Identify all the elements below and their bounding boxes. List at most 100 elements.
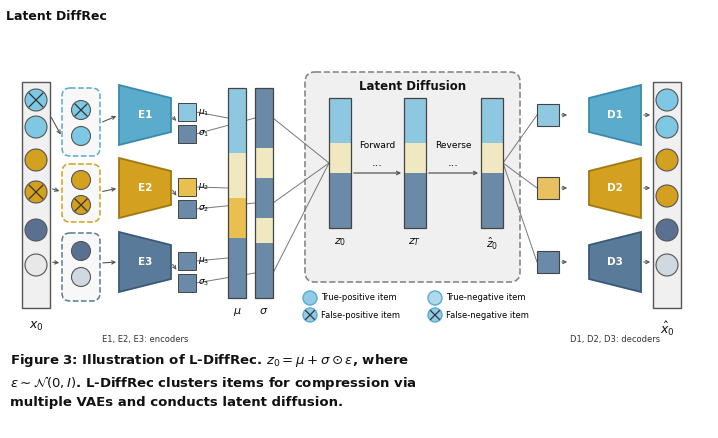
Text: $\mu_2$: $\mu_2$ <box>198 181 209 192</box>
Text: True-positive item: True-positive item <box>321 293 396 303</box>
Text: $\sigma$: $\sigma$ <box>259 306 269 316</box>
Bar <box>255 88 273 298</box>
Polygon shape <box>119 85 171 145</box>
Bar <box>255 148 273 178</box>
Text: $\hat{z}_0$: $\hat{z}_0$ <box>486 236 498 252</box>
Text: E3: E3 <box>138 257 152 267</box>
Text: $\epsilon \sim \mathcal{N}(0, I)$. L-DiffRec clusters items for compression via: $\epsilon \sim \mathcal{N}(0, I)$. L-Dif… <box>10 374 416 392</box>
Bar <box>178 200 196 218</box>
Polygon shape <box>589 85 641 145</box>
Text: D2: D2 <box>607 183 623 193</box>
FancyBboxPatch shape <box>305 72 520 282</box>
Text: $z_0$: $z_0$ <box>334 236 346 248</box>
Text: False-negative item: False-negative item <box>446 311 529 319</box>
Text: Figure 3: Illustration of L-DiffRec. $z_0 = \mu + \sigma \odot \epsilon$, where: Figure 3: Illustration of L-DiffRec. $z_… <box>10 352 409 369</box>
Bar <box>537 177 559 199</box>
Circle shape <box>656 116 678 138</box>
Text: Latent DiffRec: Latent DiffRec <box>6 10 107 23</box>
Text: ...: ... <box>372 158 383 168</box>
Text: E1, E2, E3: encoders: E1, E2, E3: encoders <box>102 335 188 344</box>
Text: Reverse: Reverse <box>435 141 472 149</box>
Polygon shape <box>589 158 641 218</box>
Polygon shape <box>119 232 171 292</box>
Bar <box>329 173 351 228</box>
Text: $\mu$: $\mu$ <box>233 306 241 318</box>
Bar <box>653 82 681 308</box>
Circle shape <box>656 149 678 171</box>
Bar <box>228 88 246 298</box>
Text: $\sigma_1$: $\sigma_1$ <box>198 129 209 139</box>
Circle shape <box>72 241 90 261</box>
Bar <box>404 143 426 173</box>
Circle shape <box>72 127 90 145</box>
Text: D3: D3 <box>607 257 623 267</box>
Bar <box>481 173 503 228</box>
Circle shape <box>656 219 678 241</box>
Circle shape <box>72 195 90 215</box>
Text: ...: ... <box>448 158 459 168</box>
FancyBboxPatch shape <box>62 88 100 156</box>
Text: Forward: Forward <box>360 141 396 149</box>
Bar <box>537 251 559 273</box>
Bar <box>404 173 426 228</box>
Text: D1: D1 <box>607 110 623 120</box>
Bar <box>178 125 196 143</box>
Circle shape <box>428 291 442 305</box>
Bar <box>178 178 196 196</box>
Bar <box>329 98 351 143</box>
Circle shape <box>25 254 47 276</box>
Bar <box>255 178 273 218</box>
Text: True-negative item: True-negative item <box>446 293 526 303</box>
Bar <box>329 98 351 228</box>
Circle shape <box>303 308 317 322</box>
Text: Latent Diffusion: Latent Diffusion <box>359 80 466 92</box>
FancyBboxPatch shape <box>62 164 100 222</box>
Bar <box>404 98 426 143</box>
Circle shape <box>25 149 47 171</box>
Bar <box>22 82 50 308</box>
Bar <box>228 153 246 198</box>
Bar <box>481 98 503 228</box>
Circle shape <box>428 308 442 322</box>
Text: $\mu_1$: $\mu_1$ <box>198 106 210 117</box>
Bar <box>481 98 503 143</box>
Text: E2: E2 <box>138 183 152 193</box>
Circle shape <box>72 100 90 120</box>
Bar <box>228 238 246 298</box>
Text: $x_0$: $x_0$ <box>29 320 43 333</box>
Circle shape <box>25 181 47 203</box>
Text: $z_T$: $z_T$ <box>409 236 421 248</box>
Circle shape <box>656 89 678 111</box>
Bar <box>178 252 196 270</box>
Text: False-positive item: False-positive item <box>321 311 400 319</box>
Bar <box>228 198 246 238</box>
Text: $\sigma_3$: $\sigma_3$ <box>198 278 209 288</box>
Bar <box>255 88 273 148</box>
Text: $\hat{x}_0$: $\hat{x}_0$ <box>660 320 674 338</box>
Bar <box>404 98 426 228</box>
Circle shape <box>72 170 90 190</box>
Circle shape <box>656 185 678 207</box>
Bar <box>329 143 351 173</box>
Bar <box>255 218 273 243</box>
Bar <box>178 274 196 292</box>
Bar <box>178 103 196 121</box>
Bar <box>481 143 503 173</box>
Text: $\sigma_2$: $\sigma_2$ <box>198 204 209 214</box>
Circle shape <box>303 291 317 305</box>
Bar <box>255 243 273 298</box>
Circle shape <box>25 219 47 241</box>
Bar <box>537 104 559 126</box>
Text: $\mu_3$: $\mu_3$ <box>198 255 210 266</box>
Circle shape <box>25 116 47 138</box>
Bar <box>228 88 246 153</box>
Circle shape <box>72 268 90 286</box>
Text: D1, D2, D3: decoders: D1, D2, D3: decoders <box>570 335 660 344</box>
Polygon shape <box>589 232 641 292</box>
Circle shape <box>25 89 47 111</box>
FancyBboxPatch shape <box>62 233 100 301</box>
Text: E1: E1 <box>138 110 152 120</box>
Text: multiple VAEs and conducts latent diffusion.: multiple VAEs and conducts latent diffus… <box>10 396 343 409</box>
Circle shape <box>656 254 678 276</box>
Polygon shape <box>119 158 171 218</box>
